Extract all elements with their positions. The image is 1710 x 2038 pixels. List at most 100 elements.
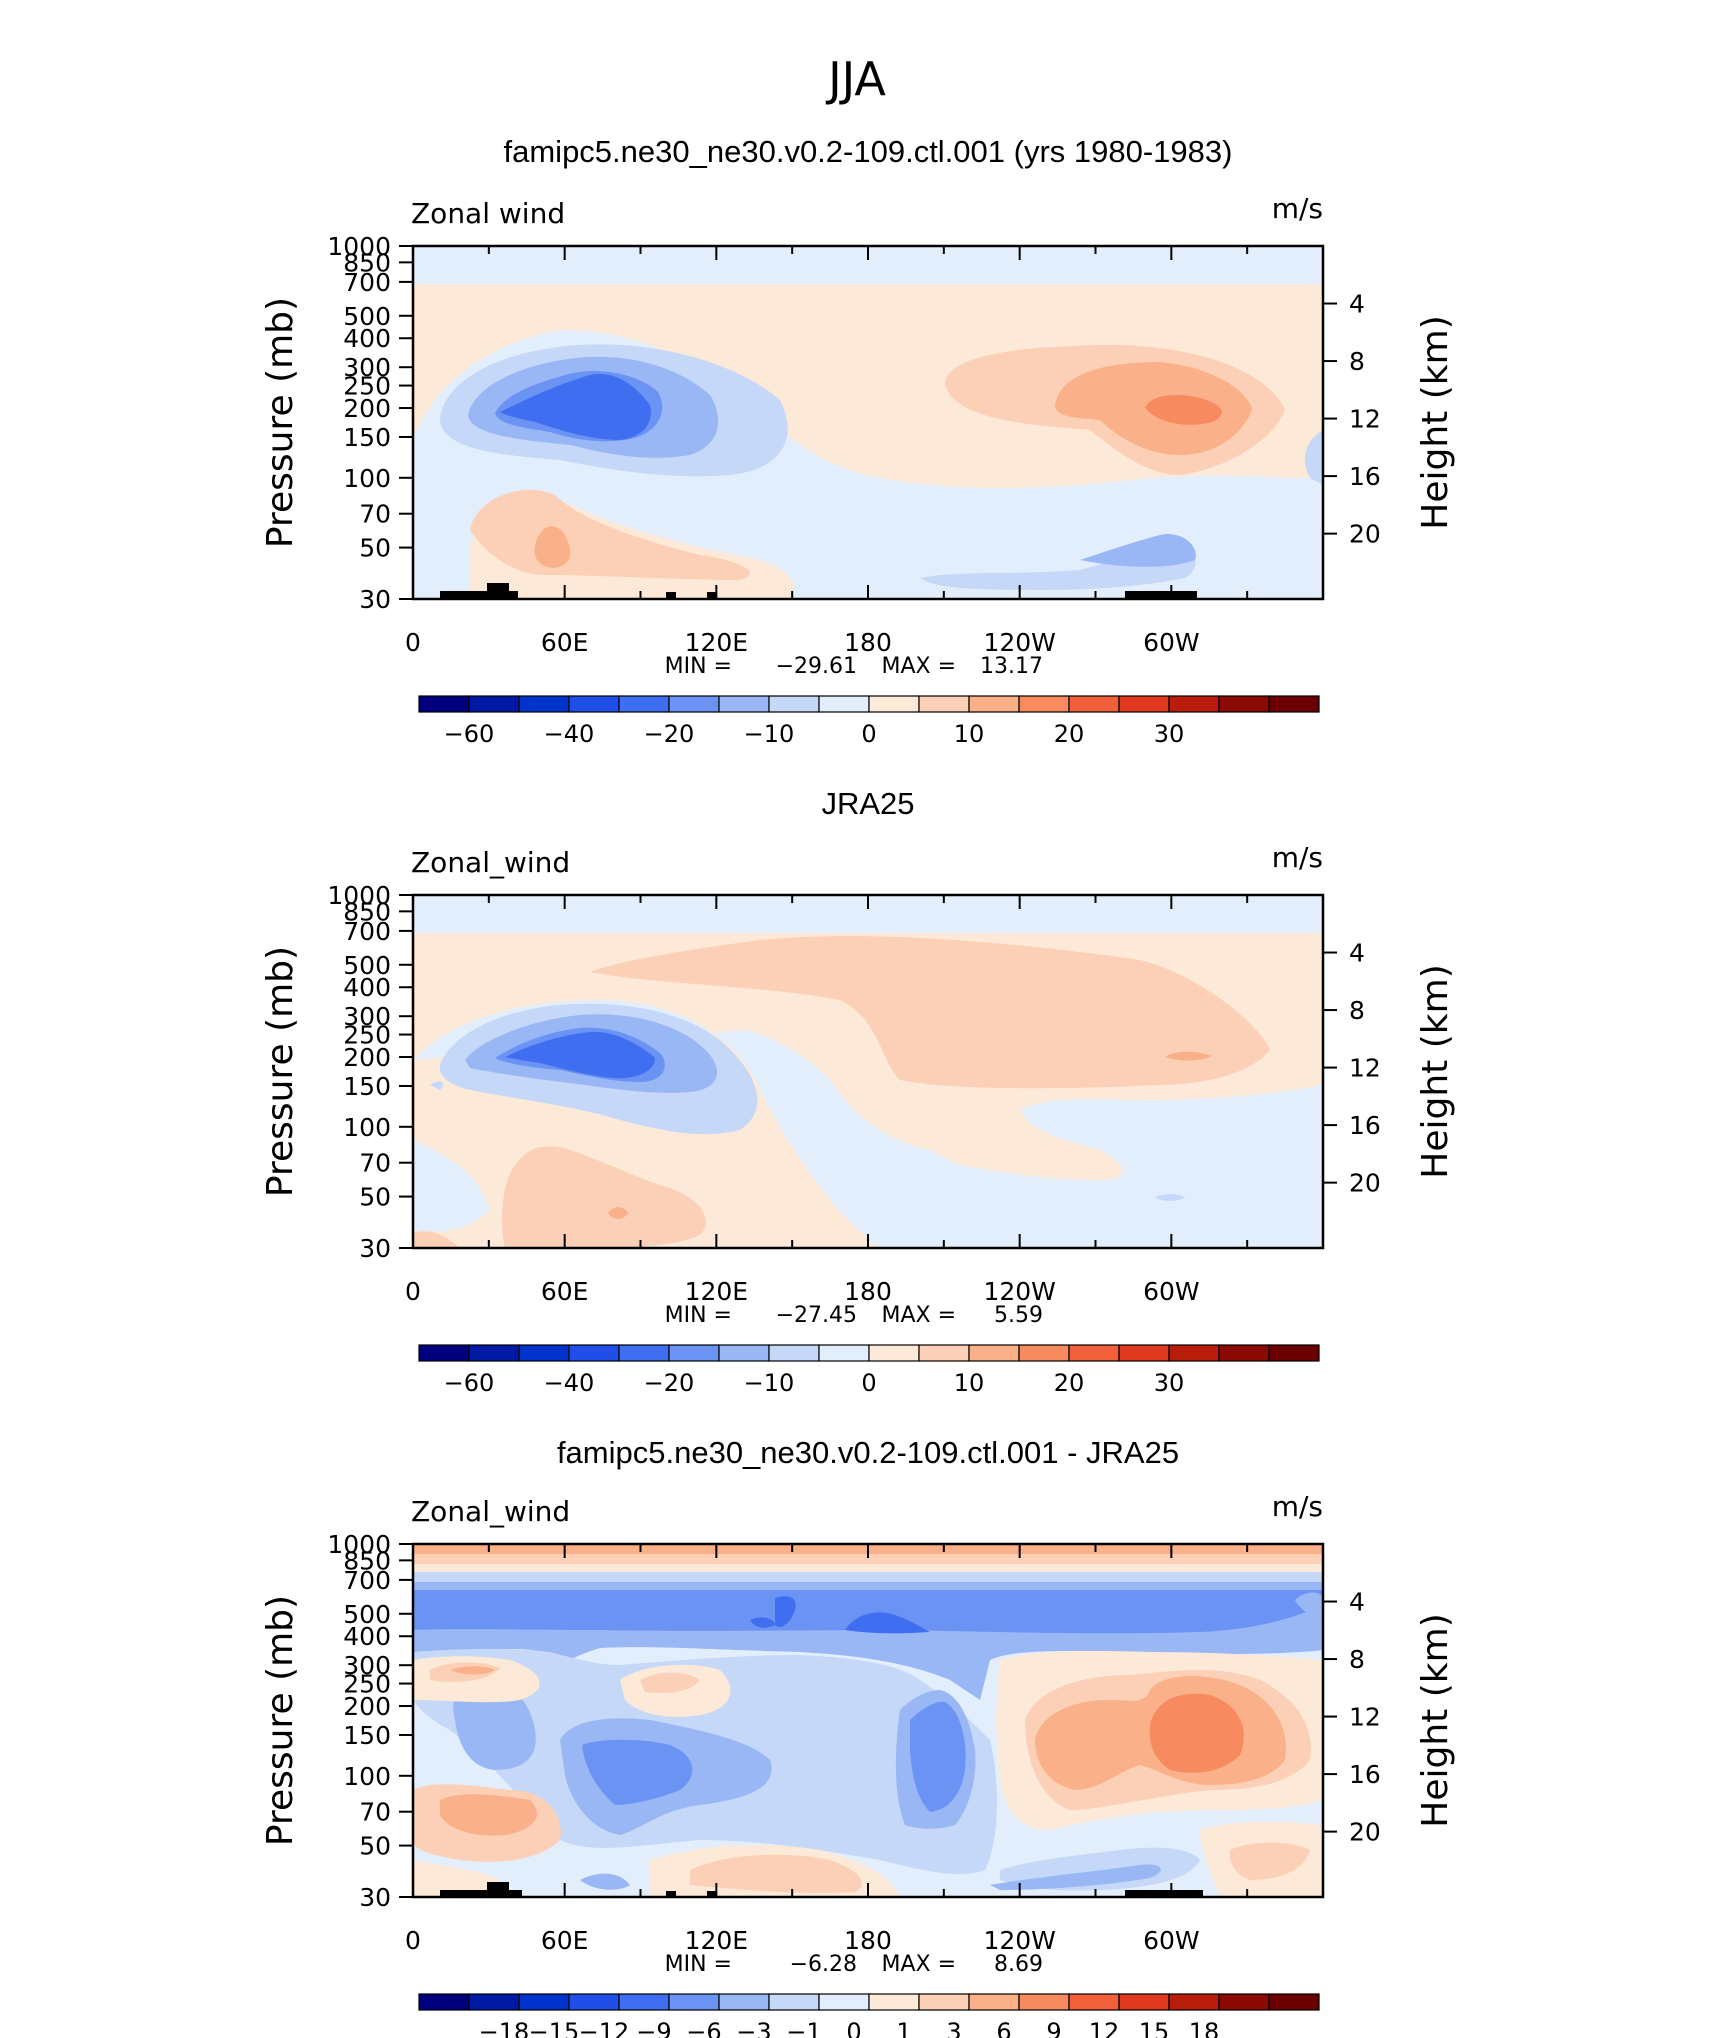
y2-axis-title: Height (km) (1415, 315, 1456, 529)
colorbar-box (1118, 1993, 1170, 2011)
y2-tick-label: 16 (1349, 1760, 1381, 1789)
max-label: MAX = (881, 1952, 956, 1977)
y-tick-label: 150 (343, 1721, 391, 1750)
contour-fill (1155, 1194, 1185, 1201)
y-tick-label: 30 (359, 585, 391, 614)
y-tick-label: 300 (343, 1651, 391, 1680)
colorbar-box (1018, 695, 1070, 713)
axis-ticks: 0 60E 120E 180 120W 60W3050701001502002503004… (260, 1530, 1456, 1977)
contour-fill (501, 1146, 706, 1248)
y-axis-title: Pressure (mb) (260, 297, 301, 548)
contour-fill (608, 1207, 628, 1220)
y-tick-label: 200 (343, 1043, 391, 1072)
topography (707, 592, 717, 599)
y-tick-label: 50 (359, 534, 391, 563)
contour-fill (920, 540, 1196, 590)
max-label: MAX = (881, 1303, 956, 1328)
colorbar-box (718, 695, 770, 713)
x-tick-label: 120E (685, 1926, 749, 1955)
x-tick-label: 60E (541, 1926, 589, 1955)
topography (1125, 1890, 1203, 1897)
colorbar-box (968, 1993, 1020, 2011)
max-label: MAX = (881, 654, 956, 679)
contour-fill (413, 1000, 1323, 1248)
contour-fill (413, 1231, 460, 1248)
topography (440, 1890, 522, 1897)
axis-ticks: 0 60E 120E 180 120W 60W3050701001502002503004… (260, 881, 1456, 1328)
min-label: MIN = (665, 1303, 732, 1328)
contour-fill (534, 526, 571, 568)
field-label: Zonal wind (411, 197, 565, 230)
y2-tick-label: 8 (1349, 347, 1365, 376)
y-tick-label: 100 (343, 1113, 391, 1142)
colorbar-box (1068, 695, 1120, 713)
colorbar-box (618, 1993, 670, 2011)
y2-tick-label: 20 (1349, 1169, 1381, 1198)
contour-field (413, 1544, 1323, 1897)
colorbar-label: −6 (686, 2018, 721, 2038)
colorbar-label: 10 (954, 720, 985, 748)
colorbar-box (468, 1344, 520, 1362)
colorbar-label: −12 (579, 2018, 630, 2038)
topography (707, 1891, 717, 1897)
y-tick-label: 1000 (327, 1530, 391, 1559)
colorbar-box (1018, 1344, 1070, 1362)
colorbar: −60 −40 −20 −10 0 10 20 30 (418, 1344, 1320, 1397)
axis-ticks: 0 60E 120E 180 120W 60W3050701001502002503004… (260, 232, 1456, 679)
topography (487, 583, 509, 591)
contour-fill (1295, 1592, 1323, 1620)
min-value: −29.61 (776, 654, 857, 679)
colorbar-label: 20 (1054, 1369, 1085, 1397)
y-tick-label: 500 (343, 1600, 391, 1629)
colorbar-box (918, 1993, 970, 2011)
colorbar-box (518, 695, 570, 713)
colorbar: −60 −40 −20 −10 0 10 20 30 (418, 695, 1320, 748)
colorbar-box (1168, 1344, 1220, 1362)
contour-fill (845, 1612, 930, 1634)
colorbar-label: 18 (1189, 2018, 1220, 2038)
colorbar-box (1168, 1993, 1220, 2011)
panel-title: famipc5.ne30_ne30.v0.2-109.ctl.001 - JRA… (557, 1435, 1179, 1470)
y-tick-label: 850 (343, 1546, 391, 1575)
contour-fill (440, 1794, 537, 1836)
contour-fill (910, 1701, 966, 1812)
colorbar-label: −20 (644, 1369, 695, 1397)
y-tick-label: 50 (359, 1183, 391, 1212)
y2-tick-label: 12 (1349, 1703, 1381, 1732)
y2-tick-label: 12 (1349, 1054, 1381, 1083)
panel-obs: JRA25 Zonal_wind m/s 0 60E 120E 180 120W 60W 3… (260, 786, 1456, 1397)
y-tick-label: 250 (343, 1021, 391, 1050)
contour-fill (640, 1672, 700, 1694)
colorbar-label: 20 (1054, 720, 1085, 748)
y-tick-label: 250 (343, 1670, 391, 1699)
min-value: −6.28 (790, 1952, 857, 1977)
y-tick-label: 1000 (327, 881, 391, 910)
y-tick-label: 400 (343, 324, 391, 353)
y2-tick-label: 4 (1349, 939, 1365, 968)
colorbar-box (768, 1344, 820, 1362)
colorbar-box (668, 695, 720, 713)
x-tick-label: 60W (1143, 628, 1200, 657)
x-tick-label: 120W (983, 1926, 1055, 1955)
colorbar-label: 10 (954, 1369, 985, 1397)
colorbar-box (568, 695, 620, 713)
y2-tick-label: 12 (1349, 405, 1381, 434)
y2-tick-label: 8 (1349, 1645, 1365, 1674)
units-label: m/s (1272, 1490, 1323, 1523)
colorbar-label: −40 (544, 720, 595, 748)
x-tick-label: 60W (1143, 1277, 1200, 1306)
colorbar-box (1118, 1344, 1170, 1362)
colorbar-box (1218, 1344, 1270, 1362)
colorbar-label: 3 (946, 2018, 961, 2038)
colorbar-box (818, 1993, 870, 2011)
colorbar-box (868, 1993, 920, 2011)
colorbar-box (968, 695, 1020, 713)
colorbar-box (1218, 1993, 1270, 2011)
x-tick-label: 0 (405, 1277, 421, 1306)
contour-fill (1304, 430, 1323, 485)
field-label: Zonal_wind (411, 1495, 570, 1528)
colorbar-box (418, 1344, 470, 1362)
contour-fill (990, 1864, 1161, 1890)
y2-tick-label: 8 (1349, 996, 1365, 1025)
y-axis-title: Pressure (mb) (260, 1595, 301, 1846)
